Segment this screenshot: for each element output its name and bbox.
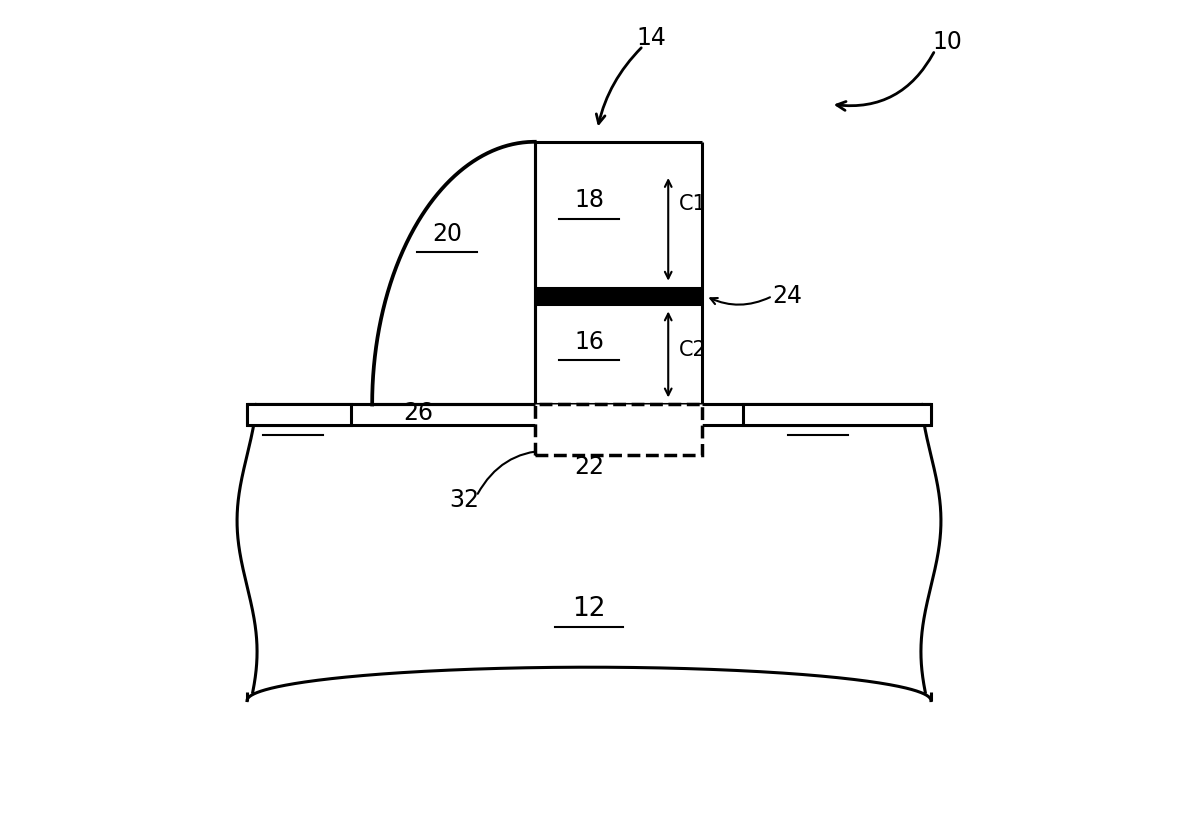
Bar xyxy=(535,288,702,304)
Text: 24: 24 xyxy=(773,284,802,308)
Text: 30: 30 xyxy=(278,405,307,429)
Text: 22: 22 xyxy=(574,455,604,479)
Text: C2: C2 xyxy=(679,340,707,360)
Text: 10: 10 xyxy=(933,30,962,53)
Text: C1: C1 xyxy=(679,194,707,214)
Bar xyxy=(247,404,351,425)
Text: 32: 32 xyxy=(449,489,479,512)
Text: 16: 16 xyxy=(574,330,604,354)
Text: 28: 28 xyxy=(803,405,833,429)
Text: 20: 20 xyxy=(432,222,462,245)
Text: 14: 14 xyxy=(636,26,667,49)
Text: 12: 12 xyxy=(573,595,605,622)
Bar xyxy=(535,404,702,455)
Bar xyxy=(743,404,931,425)
Text: 26: 26 xyxy=(403,401,434,425)
Text: 18: 18 xyxy=(574,188,604,212)
